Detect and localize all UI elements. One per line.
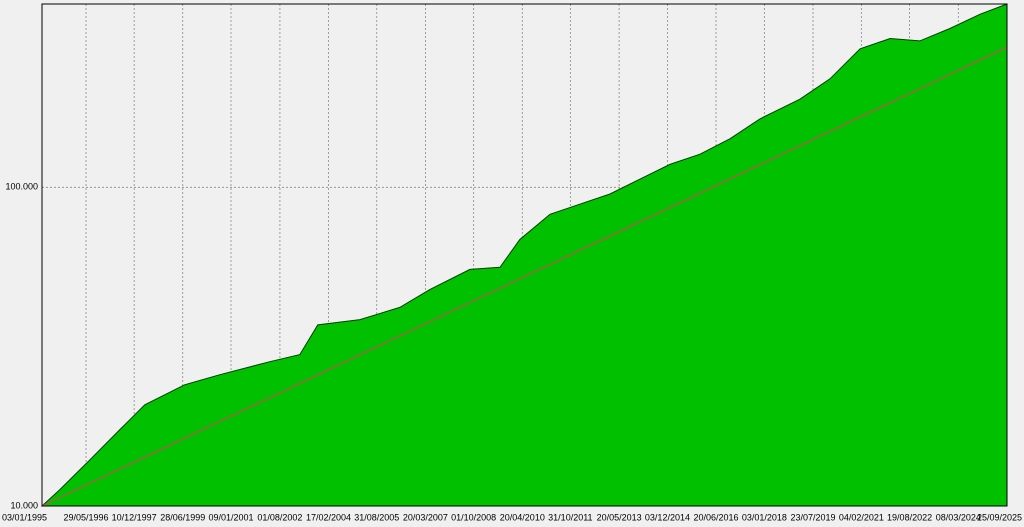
x-tick-label: 03/01/2018	[742, 512, 787, 522]
plot-border	[41, 3, 1008, 507]
trend-line	[41, 46, 1008, 507]
x-tick-label: 25/09/2025	[977, 512, 1022, 522]
x-tick-label: 17/02/2004	[306, 512, 351, 522]
x-tick-label: 31/08/2005	[354, 512, 399, 522]
x-tick-label: 04/02/2021	[839, 512, 884, 522]
x-tick-label: 03/12/2014	[645, 512, 690, 522]
x-tick-label: 28/06/1999	[160, 512, 205, 522]
x-tick-label: 20/06/2016	[694, 512, 739, 522]
x-tick-label: 01/10/2008	[451, 512, 496, 522]
y-tick-label: 100.000	[5, 182, 38, 192]
x-tick-label: 29/05/1996	[64, 512, 109, 522]
x-tick-label: 20/03/2007	[403, 512, 448, 522]
x-tick-label: 10/12/1997	[112, 512, 157, 522]
x-tick-label: 23/07/2019	[790, 512, 835, 522]
x-tick-label: 03/01/1995	[2, 512, 47, 522]
y-tick-label: 10.000	[10, 500, 38, 510]
equity-area	[40, 3, 1008, 507]
x-tick-label: 31/10/2011	[548, 512, 592, 522]
x-tick-label: 08/03/2024	[936, 512, 981, 522]
x-tick-label: 20/05/2013	[597, 512, 642, 522]
x-tick-label: 19/08/2022	[887, 512, 932, 522]
x-tick-label: 01/08/2002	[257, 512, 302, 522]
x-tick-label: 20/04/2010	[500, 512, 545, 522]
x-tick-label: 09/01/2001	[208, 512, 253, 522]
